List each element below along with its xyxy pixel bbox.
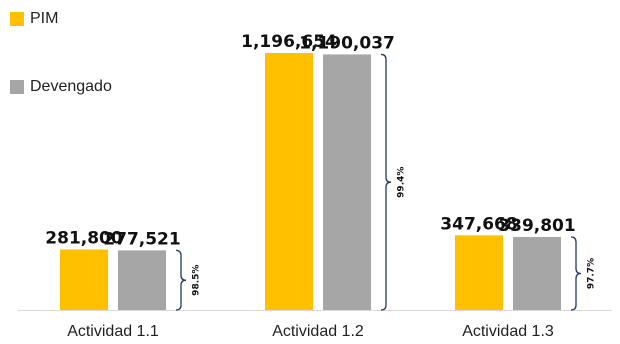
bar-devengado-actividad-1-1 (118, 250, 166, 310)
legend-swatch-devengado (10, 80, 24, 94)
data-label-devengado-actividad-1-1: 277,521 (103, 229, 180, 249)
annotation-percent-actividad-1-2: 99.4% (397, 167, 407, 198)
annotation-percent-actividad-1-3: 97.7% (587, 258, 597, 289)
tick-label-actividad-1-2: Actividad 1.2 (272, 323, 364, 340)
legend-swatch-pim (10, 12, 24, 26)
bar-pim-actividad-1-3 (455, 235, 503, 310)
legend-label-devengado: Devengado (30, 78, 112, 95)
data-label-devengado-actividad-1-3: 339,801 (498, 216, 575, 236)
data-label-pim-actividad-1-2: 1,196,654 (241, 32, 337, 52)
bar-devengado-actividad-1-3 (513, 237, 561, 310)
bar-pim-actividad-1-1 (60, 249, 108, 310)
bar-pim-actividad-1-2 (265, 53, 313, 310)
bracket-actividad-1-1 (175, 249, 187, 311)
tick-label-actividad-1-3: Actividad 1.3 (462, 323, 554, 340)
legend-label-pim: PIM (30, 10, 59, 27)
legend-item-devengado: Devengado (10, 78, 112, 96)
data-label-devengado-actividad-1-2: 1,190,037 (299, 33, 395, 53)
bracket-actividad-1-2 (380, 53, 392, 311)
annotation-percent-actividad-1-1: 98.5% (192, 265, 202, 296)
data-label-pim-actividad-1-1: 281,800 (45, 228, 123, 248)
bracket-actividad-1-3 (570, 236, 582, 311)
legend-item-pim: PIM (10, 10, 58, 28)
tick-label-actividad-1-1: Actividad 1.1 (67, 323, 159, 340)
bar-devengado-actividad-1-2 (323, 54, 371, 310)
data-label-pim-actividad-1-3: 347,668 (440, 214, 517, 234)
